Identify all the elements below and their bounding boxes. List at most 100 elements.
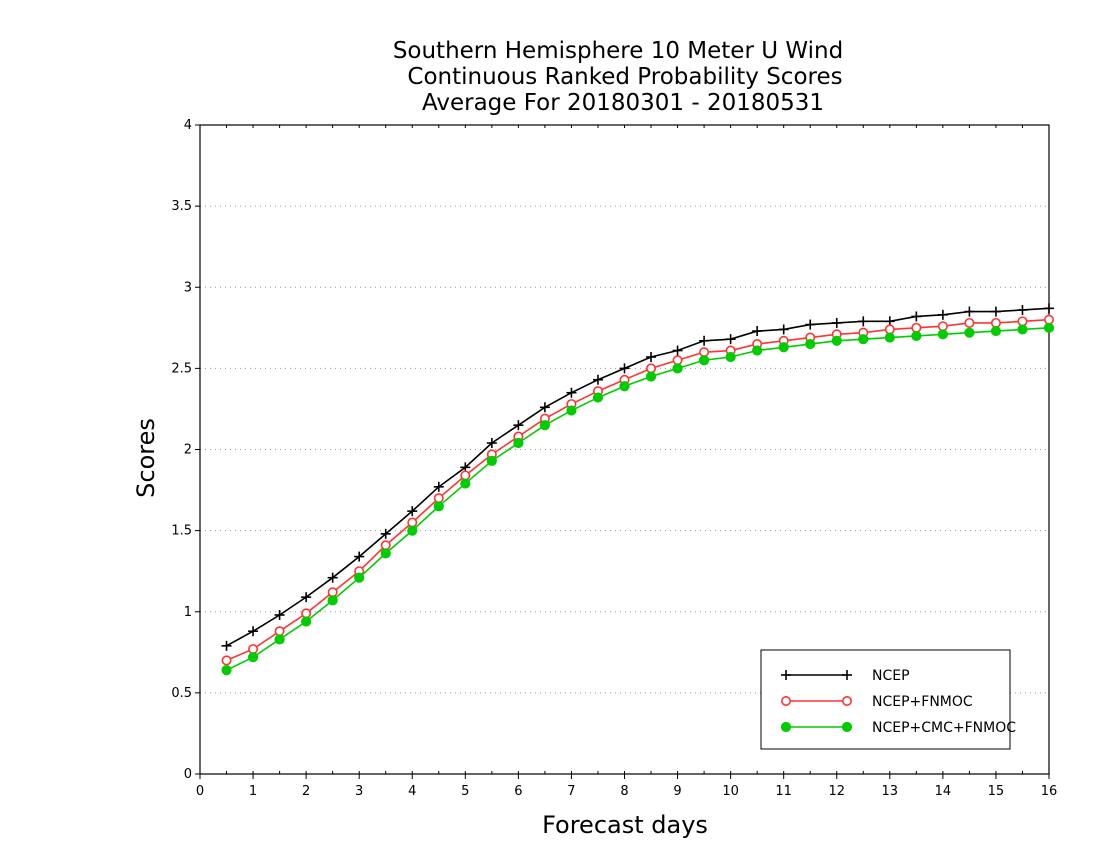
data-point [1017,304,1028,315]
data-point [221,665,232,676]
data-point [884,324,895,335]
legend: NCEP NCEP+FNMOC NCEP+CMC+FNMOC [760,649,1016,750]
chart-title: Southern Hemisphere 10 Meter U Wind Cont… [393,38,843,116]
x-tick-label: 2 [302,784,310,799]
data-point [778,324,789,335]
data-point [221,655,232,666]
data-point [301,592,312,603]
y-axis: 0 0.5 1 1.5 2 2.5 3 3.5 4 [171,118,200,782]
y-tick-label: 1 [184,605,192,620]
data-point [274,634,285,645]
data-point [805,338,816,350]
data-point [592,374,603,385]
x-tick-label: 0 [196,784,204,799]
data-point [221,640,232,651]
series-1 [221,314,1055,666]
x-tick-label: 6 [514,784,522,799]
data-point [1043,322,1055,333]
y-tick-label: 2.5 [171,361,192,376]
legend-marker [842,670,852,680]
series-0 [221,303,1054,651]
data-point [884,332,895,343]
data-point [672,345,683,356]
data-point [433,501,444,512]
data-point [645,371,657,382]
x-tick-label: 12 [828,784,845,799]
data-point [248,626,259,637]
data-point [990,325,1002,337]
title-line-1: Southern Hemisphere 10 Meter U Wind [393,38,843,64]
series-line [226,318,1050,662]
data-point [354,572,365,583]
legend-marker [780,721,792,733]
x-tick-label: 15 [988,784,1005,799]
data-point [831,335,842,346]
x-tick-label: 9 [673,784,681,799]
data-point [1017,324,1028,335]
data-point [274,626,285,637]
x-axis: 0 1 2 3 4 5 6 7 8 9 10 11 12 13 14 15 16 [196,125,1057,799]
x-tick-label: 10 [722,784,739,799]
legend-item: NCEP+FNMOC [780,694,973,710]
data-point [1044,314,1055,325]
data-point [911,330,922,342]
data-point [380,540,391,551]
data-point [486,455,497,466]
data-point [699,347,710,358]
data-point [327,595,338,606]
data-point [327,572,338,583]
series-line [226,307,1050,647]
data-point [752,326,763,337]
data-point [486,438,497,449]
y-tick-label: 3 [184,280,192,295]
data-point [858,316,869,327]
data-point [433,493,444,504]
data-point [354,551,365,562]
legend-marker [841,695,852,706]
legend-label: NCEP+FNMOC [872,694,973,710]
x-tick-label: 13 [882,784,899,799]
legend-label: NCEP [872,668,910,684]
data-point [646,363,657,374]
y-tick-label: 2 [184,443,192,458]
data-point [1044,303,1054,314]
data-point [698,355,710,366]
data-point [937,321,948,332]
x-tick-label: 1 [249,784,257,799]
data-point [380,548,391,559]
data-point [327,587,338,598]
y-tick-label: 4 [184,118,192,133]
data-point [672,363,683,374]
data-point [752,345,763,356]
data-point [407,506,418,517]
data-point [301,608,312,619]
data-point [805,319,816,330]
series-group [221,303,1055,676]
data-point [699,335,710,346]
data-point [990,306,1001,317]
legend-marker [841,721,853,733]
x-tick-label: 8 [620,784,628,799]
x-tick-label: 7 [567,784,575,799]
legend-box [760,649,1011,750]
x-tick-label: 3 [355,784,363,799]
legend-item: NCEP+CMC+FNMOC [780,720,1016,736]
legend-item: NCEP [781,668,910,684]
title-line-3: Average For 20180301 - 20180531 [422,90,824,116]
series-2 [221,322,1055,676]
data-point [619,381,630,392]
y-tick-label: 0 [184,767,192,782]
data-point [672,355,683,366]
data-point [539,402,550,413]
data-point [937,329,948,340]
data-point [646,352,657,363]
data-point [725,334,736,345]
data-point [937,309,948,320]
data-point [1017,316,1028,327]
gridlines [200,205,1049,694]
data-point [964,317,975,328]
legend-marker [781,670,791,680]
data-point [380,528,391,539]
data-point [619,363,630,374]
